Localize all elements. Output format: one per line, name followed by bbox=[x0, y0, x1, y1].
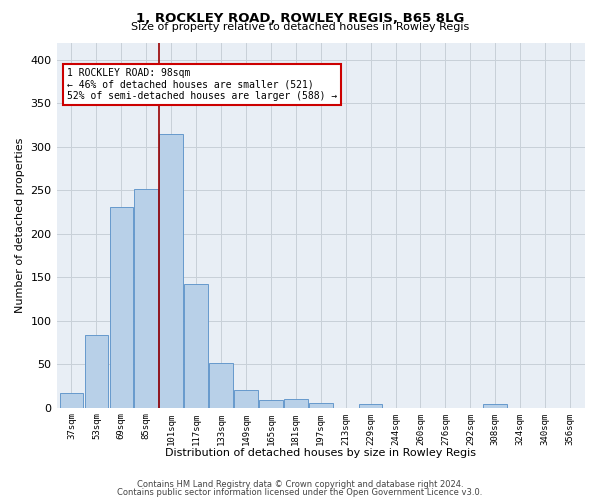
Bar bbox=[234, 390, 258, 407]
Bar bbox=[85, 334, 108, 407]
X-axis label: Distribution of detached houses by size in Rowley Regis: Distribution of detached houses by size … bbox=[165, 448, 476, 458]
Bar bbox=[59, 393, 83, 407]
Text: 1 ROCKLEY ROAD: 98sqm
← 46% of detached houses are smaller (521)
52% of semi-det: 1 ROCKLEY ROAD: 98sqm ← 46% of detached … bbox=[67, 68, 337, 102]
Bar bbox=[284, 399, 308, 407]
Bar bbox=[259, 400, 283, 407]
Text: Contains HM Land Registry data © Crown copyright and database right 2024.: Contains HM Land Registry data © Crown c… bbox=[137, 480, 463, 489]
Bar bbox=[484, 404, 507, 407]
Bar bbox=[134, 190, 158, 408]
Bar bbox=[209, 364, 233, 408]
Bar bbox=[110, 207, 133, 408]
Text: Size of property relative to detached houses in Rowley Regis: Size of property relative to detached ho… bbox=[131, 22, 469, 32]
Bar bbox=[184, 284, 208, 408]
Text: Contains public sector information licensed under the Open Government Licence v3: Contains public sector information licen… bbox=[118, 488, 482, 497]
Bar bbox=[160, 134, 183, 407]
Bar bbox=[359, 404, 382, 407]
Y-axis label: Number of detached properties: Number of detached properties bbox=[15, 138, 25, 312]
Text: 1, ROCKLEY ROAD, ROWLEY REGIS, B65 8LG: 1, ROCKLEY ROAD, ROWLEY REGIS, B65 8LG bbox=[136, 12, 464, 26]
Bar bbox=[309, 404, 332, 407]
